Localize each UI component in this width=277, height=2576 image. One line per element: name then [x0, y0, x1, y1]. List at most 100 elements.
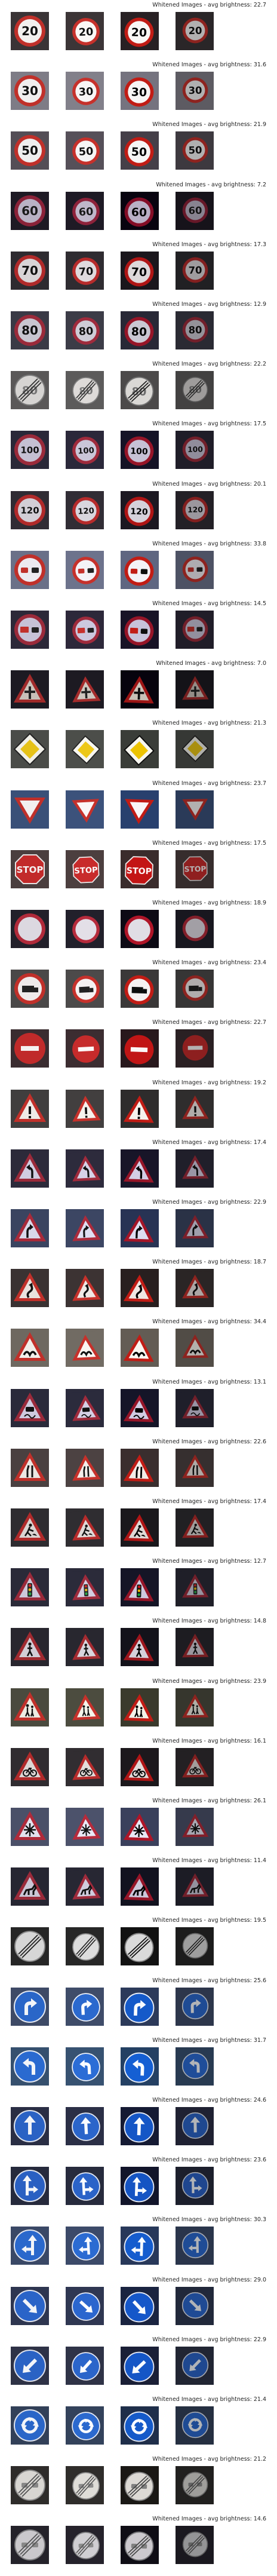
image-row: Whitened Images - avg brightness: 22.9 [0, 1198, 277, 1257]
row-title-prefix: Whitened Images - avg brightness: [152, 1678, 254, 1685]
sign-image-graphic [176, 1927, 214, 1966]
sign-image-graphic [121, 1688, 159, 1726]
row-title: Whitened Images - avg brightness: 14.6 [152, 2516, 266, 2522]
image-row: Whitened Images - avg brightness: 16.1 [0, 1737, 277, 1796]
sign-image-graphic [66, 611, 104, 649]
sign-image [66, 1628, 104, 1667]
sign-image-graphic [11, 2047, 49, 2086]
row-title: Whitened Images - avg brightness: 21.4 [152, 2396, 266, 2403]
sign-image [66, 730, 104, 769]
sign-image-graphic [66, 1329, 104, 1367]
row-brightness-value: 21.3 [253, 720, 266, 727]
image-row: Whitened Images - avg brightness: 19.2 [0, 1079, 277, 1137]
row-title: Whitened Images - avg brightness: 23.9 [152, 1678, 266, 1685]
sign-image [11, 2526, 49, 2565]
sign-image-graphic [66, 1808, 104, 1846]
sign-image [66, 1808, 104, 1846]
sign-image-graphic [176, 730, 214, 769]
sign-image [66, 2466, 104, 2505]
row-brightness-value: 7.2 [257, 181, 266, 188]
sign-image-graphic [66, 1688, 104, 1726]
sign-image [176, 2286, 214, 2325]
sign-image [176, 970, 214, 1008]
sign-image [11, 1987, 49, 2026]
sign-image [121, 2047, 159, 2086]
row-title: Whitened Images - avg brightness: 19.2 [152, 1080, 266, 1086]
sign-image-graphic: STOP [121, 850, 159, 888]
sign-image-graphic: 60 [176, 191, 214, 230]
svg-text:60: 60 [21, 204, 38, 218]
sign-image [121, 910, 159, 948]
row-title: Whitened Images - avg brightness: 14.8 [152, 1618, 266, 1624]
sign-image [121, 1448, 159, 1487]
sign-image [121, 1269, 159, 1308]
image-row: Whitened Images - avg brightness: 17.4 [0, 1139, 277, 1197]
sign-image-graphic [121, 1568, 159, 1607]
row-title-prefix: Whitened Images - avg brightness: [152, 1199, 254, 1206]
sign-image [176, 1987, 214, 2026]
row-title-prefix: Whitened Images - avg brightness: [152, 2456, 254, 2463]
sign-image-graphic: 100 [11, 431, 49, 470]
sign-image: 80 [121, 311, 159, 349]
sign-image: 50 [176, 131, 214, 170]
sign-image-graphic [11, 1448, 49, 1487]
row-brightness-value: 23.9 [253, 1678, 266, 1685]
sign-image-graphic [66, 2227, 104, 2265]
sign-image [11, 1029, 49, 1068]
row-title-prefix: Whitened Images - avg brightness: [152, 540, 254, 547]
sign-image-graphic [121, 1448, 159, 1487]
sign-image [176, 1448, 214, 1487]
sign-image [121, 2346, 159, 2385]
sign-image [11, 670, 49, 709]
sign-image [121, 2227, 159, 2265]
row-brightness-value: 12.7 [253, 1558, 266, 1565]
row-title-prefix: Whitened Images - avg brightness: [156, 181, 257, 188]
sign-image [11, 2466, 49, 2505]
sign-image [176, 2107, 214, 2145]
sign-image [121, 1867, 159, 1906]
sign-image-graphic: 120 [66, 490, 104, 529]
row-brightness-value: 17.3 [253, 241, 266, 248]
sign-image-graphic [121, 1089, 159, 1128]
sign-image [11, 2346, 49, 2385]
sign-image [121, 1987, 159, 2026]
sign-image: 20 [121, 12, 159, 50]
sign-image: 80 [66, 311, 104, 349]
row-brightness-value: 21.4 [253, 2396, 266, 2403]
row-title: Whitened Images - avg brightness: 18.7 [152, 1259, 266, 1265]
row-brightness-value: 25.6 [253, 1977, 266, 1984]
image-row: Whitened Images - avg brightness: 22.2 80… [0, 360, 277, 419]
row-title-prefix: Whitened Images - avg brightness: [152, 2097, 254, 2103]
sign-image-graphic [176, 1508, 214, 1547]
row-brightness-value: 29.0 [253, 2276, 266, 2283]
sign-image: 20 [66, 12, 104, 50]
row-title-prefix: Whitened Images - avg brightness: [152, 720, 254, 727]
sign-image [66, 1089, 104, 1128]
sign-image: 100 [66, 431, 104, 470]
image-row: Whitened Images - avg brightness: 21.3 [0, 719, 277, 778]
row-title: Whitened Images - avg brightness: 21.9 [152, 121, 266, 128]
sign-image [66, 790, 104, 829]
sign-image [121, 1089, 159, 1128]
row-title-prefix: Whitened Images - avg brightness: [152, 1079, 254, 1086]
image-row: Whitened Images - avg brightness: 17.3 70… [0, 241, 277, 299]
sign-image-graphic [11, 1029, 49, 1068]
sign-image [11, 1149, 49, 1188]
sign-image-graphic [176, 1029, 214, 1068]
sign-image [66, 2047, 104, 2086]
sign-image [66, 611, 104, 649]
sign-image-graphic [11, 1209, 49, 1247]
row-title: Whitened Images - avg brightness: 24.6 [152, 2097, 266, 2103]
sign-image-graphic [11, 1628, 49, 1667]
image-row: Whitened Images - avg brightness: 23.9 [0, 1678, 277, 1736]
row-title: Whitened Images - avg brightness: 33.8 [152, 541, 266, 547]
sign-image [66, 1388, 104, 1427]
row-title-prefix: Whitened Images - avg brightness: [152, 480, 254, 487]
sign-image [11, 1747, 49, 1786]
sign-image: 120 [176, 490, 214, 529]
sign-image-graphic [66, 2107, 104, 2145]
sign-image-graphic [176, 1987, 214, 2026]
sign-image [121, 1747, 159, 1786]
image-row: Whitened Images - avg brightness: 22.7 20… [0, 1, 277, 60]
row-brightness-value: 21.9 [253, 121, 266, 128]
